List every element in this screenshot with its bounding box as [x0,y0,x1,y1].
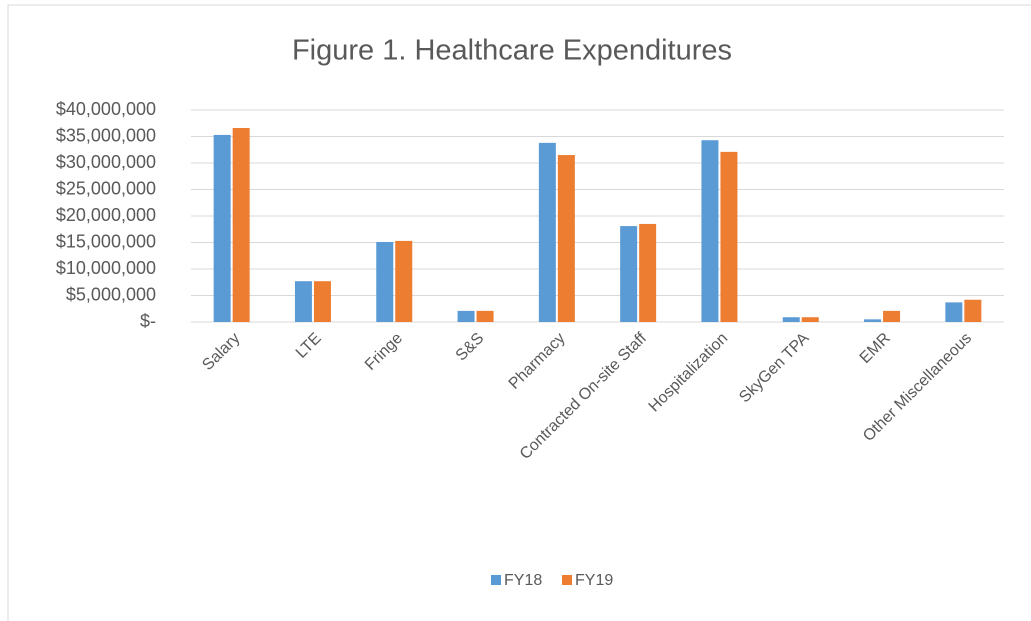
bar [720,151,738,322]
bar [313,281,331,322]
bar [457,310,475,322]
y-tick-label: $10,000,000 [56,258,156,278]
y-tick-label: $40,000,000 [56,99,156,119]
legend-label: FY18 [504,572,542,589]
x-tick-label: Salary [199,330,243,374]
bar [620,226,638,322]
x-tick-label: EMR [857,330,894,367]
x-tick-label: Hospitalization [646,330,732,416]
x-tick-label: Pharmacy [506,330,569,393]
bar [801,317,819,322]
y-tick-label: $15,000,000 [56,231,156,251]
bar [557,155,575,322]
bar [883,310,901,322]
legend-label: FY19 [575,572,613,589]
bar [538,142,556,322]
bar [232,128,250,322]
bar [701,140,719,322]
legend-swatch [562,575,572,585]
y-tick-label: $25,000,000 [56,178,156,198]
bar [213,134,231,322]
x-tick-label: SkyGen TPA [736,330,813,407]
bar [476,310,494,322]
bar [782,317,800,322]
y-tick-label: $5,000,000 [66,284,156,304]
bar [395,240,413,322]
bar [964,299,982,322]
y-tick-label: $30,000,000 [56,152,156,172]
x-tick-label: LTE [293,330,325,362]
bar [294,281,312,322]
bar [639,223,657,322]
chart-title: Figure 1. Healthcare Expenditures [292,35,732,67]
chart-border [7,4,1031,621]
bar [376,241,394,322]
x-tick-label: Fringe [362,330,406,374]
legend-swatch [491,575,501,585]
bar [864,319,882,322]
y-tick-label: $- [140,311,156,331]
y-tick-label: $35,000,000 [56,125,156,145]
y-tick-label: $20,000,000 [56,205,156,225]
x-tick-label: S&S [453,330,488,365]
bar [945,302,963,322]
